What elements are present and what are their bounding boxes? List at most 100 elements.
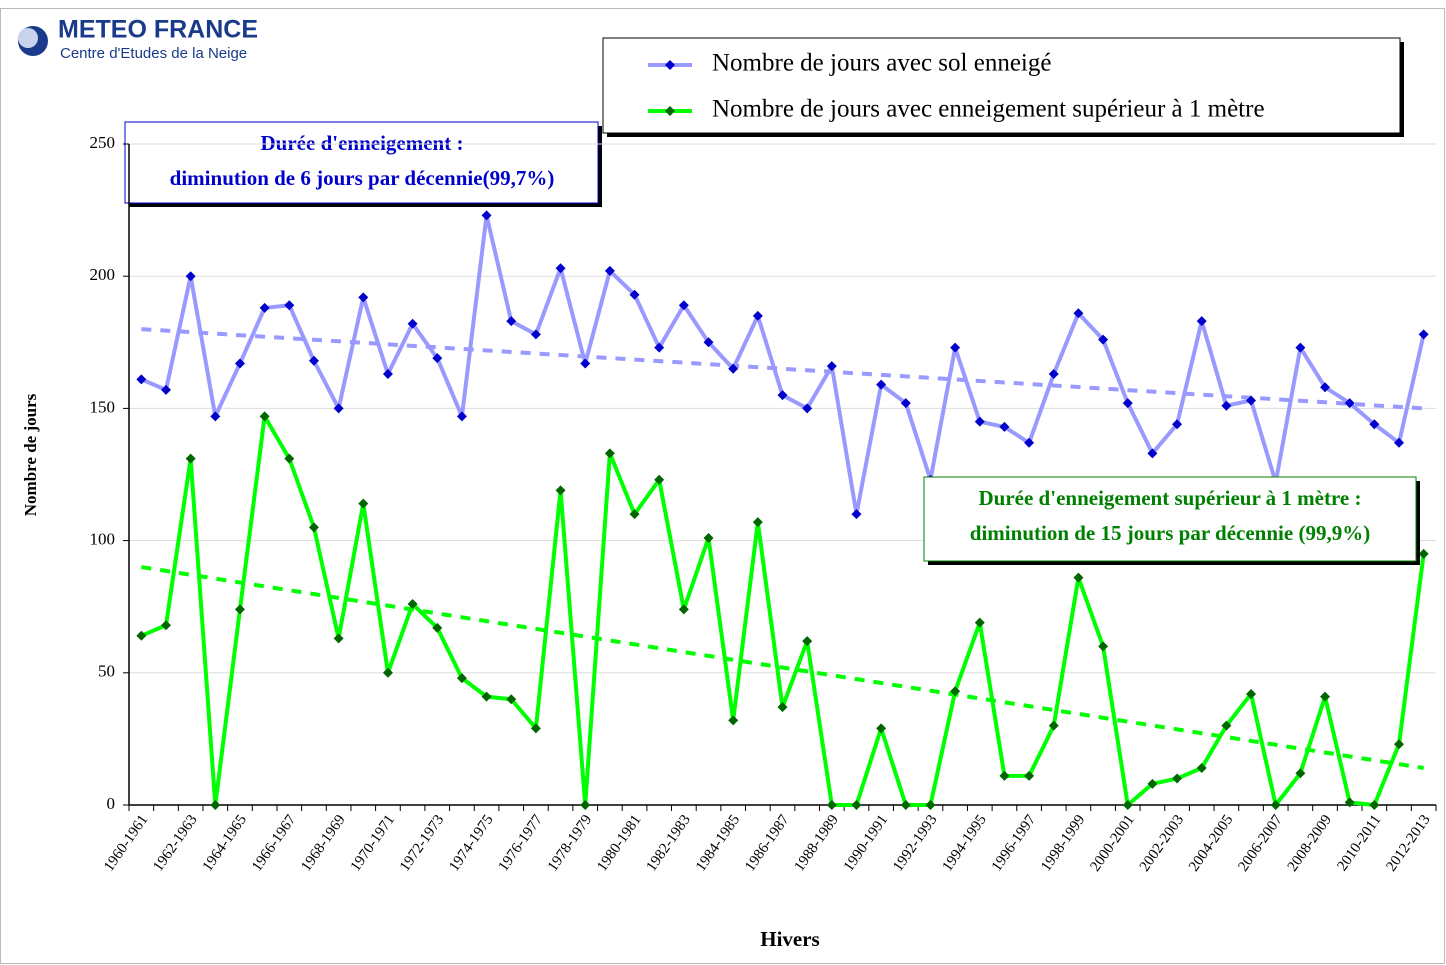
point (530, 329, 541, 340)
point (604, 448, 615, 459)
point (826, 361, 837, 372)
point (752, 517, 763, 528)
point (481, 210, 492, 221)
point (333, 403, 344, 414)
point (1098, 641, 1109, 652)
point (1122, 800, 1133, 810)
point (851, 800, 862, 810)
y-tick-label: 100 (90, 530, 116, 549)
point (604, 265, 615, 276)
point (1320, 382, 1331, 393)
point (1147, 778, 1158, 789)
point (481, 691, 492, 702)
point (728, 363, 739, 374)
point (1073, 572, 1084, 583)
point (259, 411, 270, 422)
trend-line (141, 565, 1424, 770)
point (1369, 800, 1380, 810)
annotation-line: Durée d'enneigement : (261, 131, 464, 155)
logo-subtitle: Centre d'Etudes de la Neige (60, 45, 247, 62)
point (555, 485, 566, 496)
y-tick-label: 200 (90, 265, 116, 284)
point (974, 416, 985, 427)
point (654, 342, 665, 353)
point (284, 453, 295, 464)
point (358, 292, 369, 303)
point (703, 532, 714, 543)
point (136, 630, 147, 641)
point (234, 358, 245, 369)
point (629, 289, 640, 300)
logo-icon-highlight (18, 28, 38, 48)
point (530, 723, 541, 734)
annotation-line: diminution de 15 jours par décennie (99,… (970, 521, 1370, 545)
point (432, 622, 443, 633)
point (1048, 720, 1059, 731)
point (703, 337, 714, 348)
point (1418, 548, 1429, 559)
point (308, 355, 319, 366)
legend-label: Nombre de jours avec enneigement supérie… (712, 96, 1265, 123)
point (432, 353, 443, 364)
point (826, 800, 837, 810)
point (1320, 691, 1331, 702)
point (1098, 334, 1109, 345)
point (1270, 800, 1281, 810)
point (1344, 398, 1355, 409)
point (1073, 308, 1084, 319)
annotation-line: Durée d'enneigement supérieur à 1 mètre … (979, 486, 1362, 510)
point (284, 300, 295, 311)
point (851, 509, 862, 520)
point (974, 617, 985, 628)
point (876, 379, 887, 390)
point (1221, 400, 1232, 411)
point (333, 633, 344, 644)
point (777, 390, 788, 401)
point (1369, 419, 1380, 430)
point (1246, 688, 1257, 699)
point (1221, 720, 1232, 731)
point (876, 723, 887, 734)
legend-label: Nombre de jours avec sol enneigé (712, 50, 1051, 77)
point (999, 421, 1010, 432)
point (382, 369, 393, 380)
point (456, 411, 467, 422)
legend-marker (665, 106, 675, 116)
point (506, 694, 517, 705)
logo-title: METEO FRANCE (58, 16, 258, 44)
point (678, 604, 689, 615)
annotation-box (124, 121, 599, 204)
point (308, 522, 319, 533)
point (1295, 768, 1306, 779)
point (1122, 398, 1133, 409)
point (950, 342, 961, 353)
point (629, 509, 640, 520)
point (1418, 329, 1429, 340)
point (580, 800, 591, 810)
y-tick-label: 50 (98, 662, 115, 681)
point (506, 316, 517, 327)
point (1196, 316, 1207, 327)
point (1295, 342, 1306, 353)
point (1394, 437, 1405, 448)
point (185, 271, 196, 282)
point (1196, 762, 1207, 773)
annotation-box (923, 476, 1417, 562)
point (999, 770, 1010, 781)
y-axis-label: Nombre de jours (21, 393, 40, 516)
point (900, 800, 911, 810)
y-tick-label: 150 (90, 397, 116, 416)
point (1394, 739, 1405, 750)
point (1024, 437, 1035, 448)
point (234, 604, 245, 615)
point (185, 453, 196, 464)
point (358, 498, 369, 509)
point (407, 318, 418, 329)
point (654, 474, 665, 485)
point (382, 667, 393, 678)
point (456, 673, 467, 684)
annotation-line: diminution de 6 jours par décennie(99,7%… (170, 166, 555, 190)
point (1344, 797, 1355, 808)
x-axis-label: Hivers (760, 927, 819, 951)
